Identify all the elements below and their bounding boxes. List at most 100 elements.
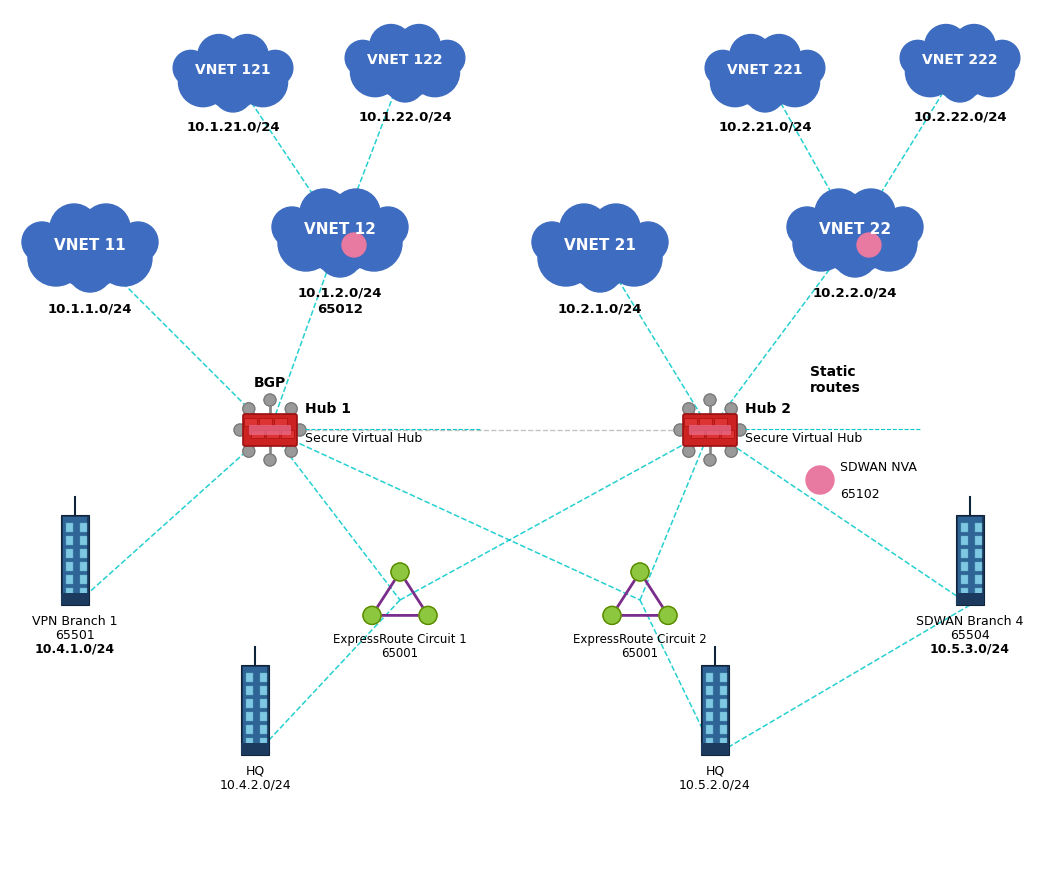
- FancyBboxPatch shape: [260, 699, 267, 708]
- FancyBboxPatch shape: [260, 712, 267, 721]
- Circle shape: [285, 445, 297, 457]
- FancyBboxPatch shape: [698, 417, 712, 425]
- Text: 10.2.2.0/24: 10.2.2.0/24: [813, 287, 897, 300]
- Circle shape: [532, 222, 572, 262]
- FancyBboxPatch shape: [260, 673, 267, 682]
- Circle shape: [346, 215, 402, 271]
- Text: 65001: 65001: [621, 648, 659, 660]
- Text: 65012: 65012: [317, 303, 363, 316]
- Circle shape: [234, 424, 246, 436]
- Text: 10.4.1.0/24: 10.4.1.0/24: [35, 643, 115, 656]
- FancyBboxPatch shape: [975, 588, 982, 597]
- Circle shape: [285, 402, 297, 415]
- FancyBboxPatch shape: [80, 575, 87, 584]
- FancyBboxPatch shape: [66, 523, 73, 532]
- FancyBboxPatch shape: [281, 430, 294, 437]
- FancyBboxPatch shape: [961, 536, 968, 545]
- FancyBboxPatch shape: [246, 738, 253, 747]
- FancyBboxPatch shape: [246, 673, 253, 682]
- Circle shape: [815, 189, 863, 237]
- Circle shape: [770, 58, 819, 107]
- Circle shape: [371, 31, 438, 99]
- Circle shape: [953, 24, 995, 66]
- FancyBboxPatch shape: [691, 430, 703, 437]
- FancyBboxPatch shape: [683, 414, 737, 446]
- FancyBboxPatch shape: [955, 515, 984, 605]
- Text: 10.1.21.0/24: 10.1.21.0/24: [186, 120, 280, 134]
- FancyBboxPatch shape: [63, 517, 87, 599]
- FancyBboxPatch shape: [260, 738, 267, 747]
- Circle shape: [226, 35, 268, 77]
- FancyBboxPatch shape: [706, 725, 713, 734]
- Circle shape: [705, 51, 741, 86]
- FancyBboxPatch shape: [61, 515, 89, 605]
- FancyBboxPatch shape: [80, 523, 87, 532]
- FancyBboxPatch shape: [61, 593, 89, 605]
- Circle shape: [294, 424, 306, 436]
- Circle shape: [578, 248, 622, 292]
- Circle shape: [732, 42, 798, 108]
- Circle shape: [592, 204, 641, 252]
- Text: ExpressRoute Circuit 2: ExpressRoute Circuit 2: [573, 634, 706, 646]
- Circle shape: [603, 607, 621, 624]
- FancyBboxPatch shape: [961, 523, 968, 532]
- Circle shape: [734, 424, 746, 436]
- Circle shape: [350, 47, 400, 97]
- Text: 10.5.2.0/24: 10.5.2.0/24: [679, 779, 751, 792]
- Text: HQ: HQ: [705, 765, 725, 778]
- Circle shape: [278, 215, 334, 271]
- Circle shape: [264, 394, 276, 406]
- FancyBboxPatch shape: [701, 665, 729, 755]
- FancyBboxPatch shape: [250, 430, 264, 437]
- Circle shape: [787, 207, 827, 247]
- Circle shape: [659, 607, 677, 624]
- FancyBboxPatch shape: [703, 667, 727, 749]
- Text: VNET 221: VNET 221: [727, 63, 803, 77]
- FancyBboxPatch shape: [80, 588, 87, 597]
- Text: ExpressRoute Circuit 1: ExpressRoute Circuit 1: [333, 634, 467, 646]
- Text: VNET 122: VNET 122: [367, 53, 443, 67]
- Text: 10.4.2.0/24: 10.4.2.0/24: [219, 779, 290, 792]
- FancyBboxPatch shape: [66, 562, 73, 571]
- FancyBboxPatch shape: [706, 673, 713, 682]
- FancyBboxPatch shape: [720, 699, 727, 708]
- Circle shape: [631, 563, 649, 581]
- Circle shape: [398, 24, 440, 66]
- Circle shape: [562, 212, 638, 288]
- Circle shape: [560, 204, 608, 252]
- FancyBboxPatch shape: [720, 430, 733, 437]
- Circle shape: [179, 58, 228, 107]
- FancyBboxPatch shape: [975, 536, 982, 545]
- Circle shape: [22, 222, 62, 262]
- Circle shape: [628, 222, 668, 262]
- Circle shape: [302, 197, 378, 273]
- FancyBboxPatch shape: [260, 725, 267, 734]
- FancyBboxPatch shape: [66, 536, 73, 545]
- FancyBboxPatch shape: [975, 549, 982, 558]
- Text: VNET 11: VNET 11: [54, 237, 126, 252]
- FancyBboxPatch shape: [80, 536, 87, 545]
- Circle shape: [118, 222, 157, 262]
- FancyBboxPatch shape: [683, 417, 697, 425]
- Circle shape: [941, 63, 979, 102]
- Text: SDWAN NVA: SDWAN NVA: [839, 461, 917, 474]
- Circle shape: [730, 35, 772, 77]
- Circle shape: [50, 204, 98, 252]
- Circle shape: [905, 47, 954, 97]
- Circle shape: [318, 233, 362, 277]
- Text: 65501: 65501: [55, 629, 95, 642]
- FancyBboxPatch shape: [720, 686, 727, 695]
- FancyBboxPatch shape: [246, 686, 253, 695]
- Circle shape: [385, 63, 425, 102]
- Circle shape: [370, 24, 412, 66]
- Circle shape: [984, 40, 1019, 76]
- Circle shape: [900, 40, 935, 76]
- Circle shape: [927, 31, 994, 99]
- FancyBboxPatch shape: [975, 523, 982, 532]
- Circle shape: [257, 51, 293, 86]
- Circle shape: [925, 24, 967, 66]
- Circle shape: [430, 40, 465, 76]
- FancyBboxPatch shape: [243, 414, 297, 446]
- Circle shape: [243, 402, 254, 415]
- FancyBboxPatch shape: [246, 699, 253, 708]
